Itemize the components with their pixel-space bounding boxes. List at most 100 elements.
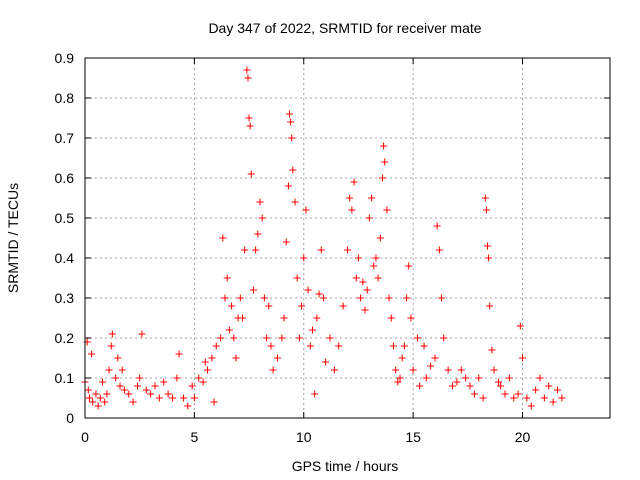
data-point — [497, 382, 505, 390]
data-point — [302, 206, 310, 214]
data-point — [243, 66, 251, 74]
y-tick-label: 0.5 — [55, 210, 75, 226]
data-point — [420, 342, 428, 350]
data-point — [246, 122, 254, 130]
data-point — [85, 394, 93, 402]
y-tick-label: 0.8 — [55, 90, 75, 106]
data-point — [210, 398, 218, 406]
data-point — [462, 374, 470, 382]
data-point — [120, 386, 128, 394]
data-point — [475, 374, 483, 382]
x-axis-label: GPS time / hours — [292, 458, 399, 474]
data-point — [481, 194, 489, 202]
data-point — [400, 342, 408, 350]
data-point — [482, 206, 490, 214]
data-point — [164, 390, 172, 398]
data-point — [295, 334, 303, 342]
data-point — [357, 294, 365, 302]
data-point — [527, 402, 535, 410]
data-point — [254, 230, 262, 238]
y-tick-label: 0.3 — [55, 290, 75, 306]
data-point — [204, 366, 211, 374]
data-point — [510, 394, 518, 402]
data-point — [188, 382, 196, 390]
data-point — [350, 178, 358, 186]
data-point — [96, 394, 104, 402]
data-point — [169, 394, 176, 402]
data-point — [501, 390, 509, 398]
data-point — [190, 394, 198, 402]
data-point — [219, 234, 227, 242]
data-point — [208, 354, 216, 362]
data-point — [195, 374, 203, 382]
data-point — [142, 386, 150, 394]
data-point — [374, 274, 382, 282]
data-point — [184, 402, 192, 410]
y-tick-label: 0.1 — [55, 370, 75, 386]
data-point — [380, 142, 388, 150]
data-point — [326, 334, 334, 342]
data-point — [354, 254, 362, 262]
y-tick-label: 0.7 — [55, 130, 75, 146]
data-point — [494, 378, 502, 386]
data-point — [322, 358, 330, 366]
data-point — [309, 326, 316, 334]
data-point — [280, 314, 288, 322]
data-point — [298, 302, 306, 310]
plot-frame — [84, 57, 611, 419]
data-point — [103, 390, 111, 398]
data-point — [385, 294, 393, 302]
data-point — [457, 366, 465, 374]
data-point — [313, 314, 321, 322]
data-point — [112, 374, 120, 382]
data-point — [523, 394, 531, 402]
data-point — [107, 342, 115, 350]
data-point — [449, 382, 456, 390]
data-point — [225, 326, 233, 334]
data-point — [405, 262, 413, 270]
data-point — [490, 366, 498, 374]
data-point — [287, 118, 295, 126]
chart-title: Day 347 of 2022, SRMTID for receiver mat… — [208, 20, 481, 36]
data-point — [392, 366, 400, 374]
data-point — [389, 342, 397, 350]
data-point — [92, 390, 100, 398]
data-point — [427, 362, 435, 370]
data-point — [263, 334, 271, 342]
data-point — [256, 198, 264, 206]
data-point — [108, 330, 116, 338]
data-point — [129, 398, 137, 406]
data-point — [363, 286, 371, 294]
data-point — [311, 390, 319, 398]
data-point — [383, 206, 391, 214]
data-point — [265, 302, 273, 310]
data-point — [232, 354, 240, 362]
data-point — [201, 358, 209, 366]
data-point — [444, 366, 452, 374]
data-point — [289, 166, 297, 174]
data-point — [258, 214, 266, 222]
data-point — [422, 374, 430, 382]
data-point — [485, 254, 493, 262]
data-point — [409, 366, 417, 374]
x-tick-label: 15 — [405, 429, 421, 445]
data-point — [223, 274, 231, 282]
data-point — [278, 334, 286, 342]
data-point — [230, 334, 238, 342]
data-point — [335, 342, 343, 350]
data-point — [267, 342, 275, 350]
axis-ticks: 0 0.1 0.2 0.3 0.4 0.5 0.6 0.7 0.8 0.9 0 5 10 15 20 — [55, 50, 610, 445]
data-point — [440, 334, 448, 342]
data-point — [160, 378, 168, 386]
data-point — [488, 346, 496, 354]
data-point — [245, 114, 253, 122]
data-point — [453, 378, 461, 386]
data-point — [470, 390, 478, 398]
data-point — [387, 314, 395, 322]
grid — [85, 58, 610, 418]
data-point — [370, 262, 378, 270]
data-point — [348, 206, 356, 214]
data-point — [89, 398, 97, 406]
data-point — [300, 254, 308, 262]
data-point — [88, 350, 96, 358]
